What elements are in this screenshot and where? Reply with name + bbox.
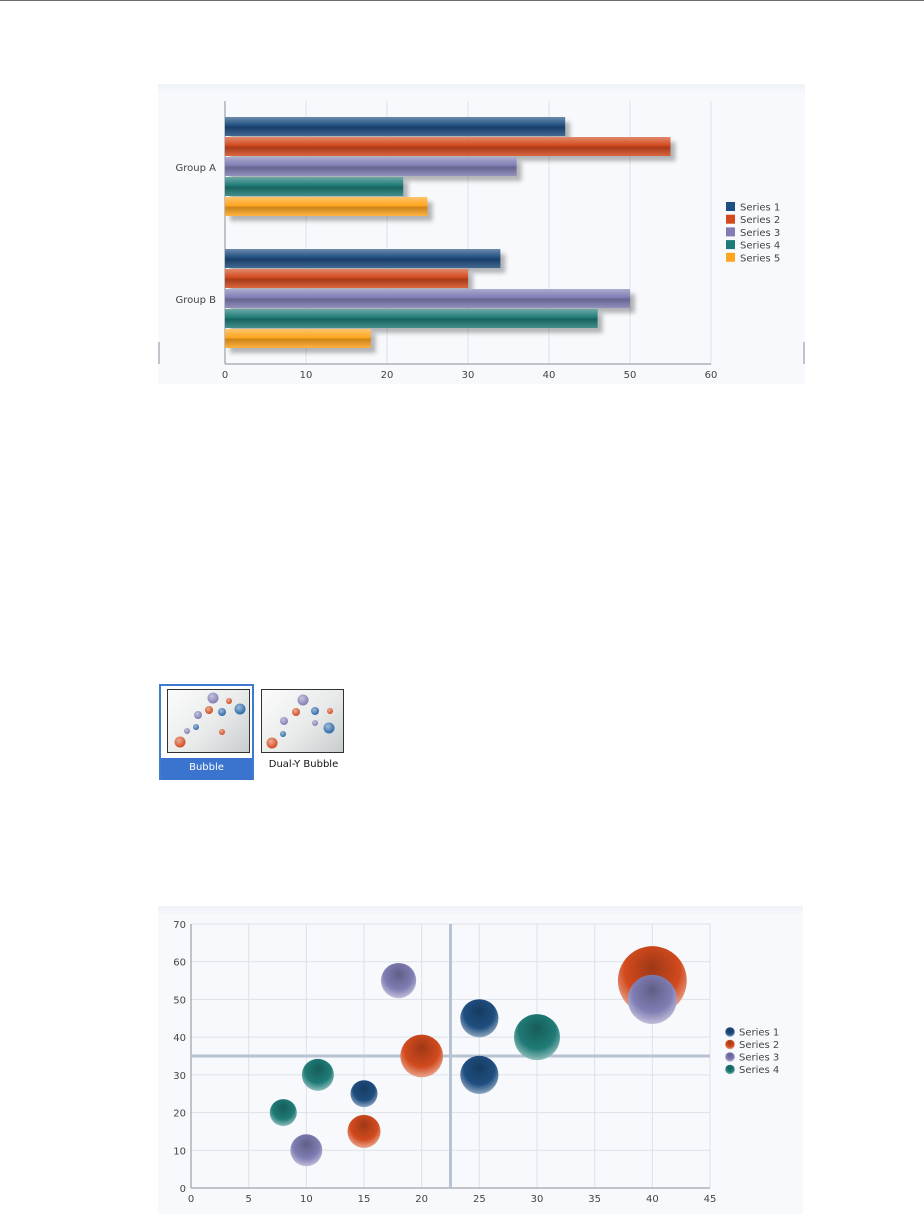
bubble-x-tick-label: 15 [358, 1194, 371, 1205]
legend-label: Series 4 [740, 241, 780, 252]
bubble-y-tick-label: 10 [173, 1146, 186, 1157]
thumbnail-bubble [205, 706, 213, 714]
thumbnail-bubble [194, 711, 202, 719]
bubble-x-tick-label: 30 [531, 1194, 544, 1205]
bar-category-label: Group B [176, 295, 217, 306]
bubble-x-tick-label: 45 [704, 1194, 717, 1205]
bubble [514, 1014, 560, 1061]
thumbnail-bubble [219, 729, 225, 735]
bar-chart-panel: 0 10 20 30 40 50 60 Group A Group B Series 1 Serie… [158, 84, 805, 384]
legend-marker [725, 1064, 735, 1075]
thumbnail-bubble [266, 737, 278, 749]
bar-x-tick-label: 50 [624, 370, 637, 381]
chart-type-option-bubble[interactable]: Bubble [159, 684, 254, 780]
chart-type-label: Bubble [161, 758, 252, 780]
legend-label: Series 2 [739, 1040, 779, 1051]
bubble-chart: 0 5 10 15 20 25 30 35 40 45 0 10 20 30 40 50 60 70 Series … [173, 920, 779, 1205]
legend-label: Series 1 [739, 1028, 779, 1039]
bar-x-tick-label: 30 [462, 370, 475, 381]
bubble-chart-panel: 0 5 10 15 20 25 30 35 40 45 0 10 20 30 40 50 60 70 Series … [158, 906, 803, 1214]
bar-category-label: Group A [176, 163, 217, 174]
bubble [350, 1080, 378, 1108]
bar-x-tick-label: 10 [300, 370, 313, 381]
legend-swatch [726, 240, 735, 250]
legend-label: Series 5 [740, 253, 780, 264]
legend-label: Series 2 [740, 215, 780, 226]
bar [225, 289, 630, 308]
legend-marker [725, 1027, 735, 1037]
bubble [301, 1058, 334, 1091]
legend-swatch [726, 214, 735, 224]
bubble-thumbnail-icon [167, 689, 250, 753]
thumbnail-bubble [218, 708, 226, 716]
legend-label: Series 3 [739, 1053, 779, 1064]
thumbnail-bubble [207, 692, 219, 704]
bar [225, 177, 404, 196]
thumbnail-bubble [311, 707, 319, 715]
bubble [400, 1034, 444, 1078]
legend-label: Series 4 [739, 1065, 779, 1076]
bubble-y-tick-label: 60 [173, 958, 186, 969]
bubble-y-tick-label: 40 [173, 1033, 186, 1044]
bubble [269, 1099, 297, 1127]
legend-swatch [726, 252, 735, 262]
legend-marker [725, 1039, 735, 1050]
chart-type-label: Dual-Y Bubble [268, 759, 339, 770]
thumbnail-bubble [327, 708, 333, 714]
legend-swatch [726, 202, 735, 211]
bubble [380, 962, 417, 999]
thumbnail-bubble [174, 736, 186, 748]
bar-x-tick-label: 0 [222, 370, 228, 381]
thumbnail-bubble [184, 728, 190, 734]
bar [225, 329, 371, 348]
bar [225, 157, 517, 176]
legend-label: Series 3 [740, 228, 780, 239]
bar [225, 137, 671, 156]
bubble [347, 1114, 381, 1148]
thumbnail-bubble [292, 708, 300, 716]
thumbnail-bubble [280, 731, 286, 737]
bubble-y-tick-label: 20 [173, 1109, 186, 1120]
bubble-x-tick-label: 0 [188, 1194, 194, 1205]
bubble-y-tick-label: 30 [173, 1071, 186, 1082]
bar [225, 117, 566, 136]
thumbnail-bubble [323, 722, 335, 734]
bubble [460, 999, 499, 1038]
bubble-x-tick-label: 10 [300, 1194, 313, 1205]
bar [225, 269, 468, 288]
thumbnail-bubble [312, 720, 318, 726]
bubble [290, 1134, 323, 1167]
bar-x-tick-label: 20 [381, 370, 394, 381]
bubble-y-tick-label: 50 [173, 995, 186, 1006]
thumbnail-bubble [193, 724, 199, 730]
bar [225, 249, 501, 268]
legend-swatch [726, 227, 735, 237]
bubble-x-tick-label: 20 [415, 1194, 428, 1205]
bubble-x-tick-label: 40 [646, 1194, 659, 1205]
bubble [627, 974, 677, 1024]
thumbnail-bubble [226, 698, 232, 704]
bar-x-tick-label: 60 [705, 370, 718, 381]
thumbnail-bubble [297, 694, 309, 706]
bar-x-tick-label: 40 [543, 370, 556, 381]
top-divider [0, 0, 924, 1]
bubble-x-tick-label: 25 [473, 1194, 486, 1205]
bubble-x-tick-label: 5 [245, 1194, 251, 1205]
legend-label: Series 1 [740, 203, 780, 214]
chart-type-option-dual-y-bubble[interactable]: Dual-Y Bubble [256, 684, 351, 780]
bar [225, 309, 598, 328]
thumbnail-bubble [280, 717, 288, 725]
bar [225, 197, 428, 216]
bubble [460, 1055, 499, 1094]
thumbnail-bubble [234, 703, 246, 715]
bubble-y-tick-label: 0 [180, 1184, 186, 1195]
dual-y-bubble-thumbnail-icon [261, 689, 344, 753]
legend-marker [725, 1052, 735, 1062]
bubble-x-tick-label: 35 [588, 1194, 601, 1205]
bubble-y-tick-label: 70 [173, 920, 186, 931]
